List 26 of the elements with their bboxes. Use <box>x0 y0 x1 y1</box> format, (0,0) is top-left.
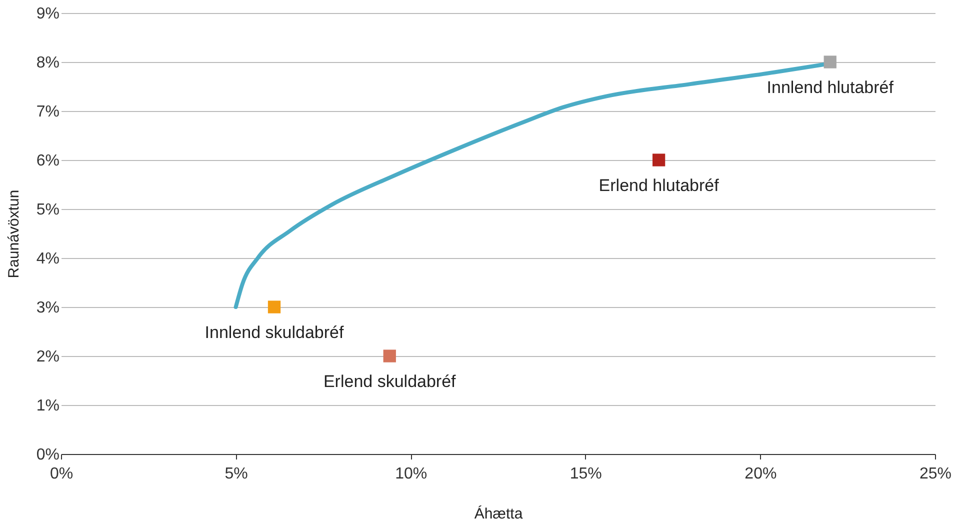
y-axis-title: Raunávöxtun <box>5 190 22 278</box>
series-label: Innlend skuldabréf <box>204 323 344 342</box>
series-label: Erlend hlutabréf <box>598 176 720 195</box>
point <box>652 154 666 166</box>
point <box>824 56 836 68</box>
x-tick-label: 15% <box>570 466 602 482</box>
point <box>383 350 396 362</box>
y-tick-label: 9% <box>36 6 60 22</box>
y-tick-label: 7% <box>36 104 60 120</box>
x-tick-label: 25% <box>919 466 952 482</box>
x-axis-title: Áhætta <box>474 504 524 522</box>
series-label: Innlend hlutabréf <box>766 78 894 97</box>
x-tick-label: 20% <box>744 466 777 482</box>
series-label: Erlend skuldabréf <box>323 372 456 391</box>
y-tick-label: 8% <box>36 54 60 72</box>
point <box>268 300 281 314</box>
y-tick-label: 3% <box>36 300 60 316</box>
y-tick-label: 0% <box>36 446 60 464</box>
x-tick-label: 10% <box>395 466 428 482</box>
x-tick-label: 5% <box>224 466 248 482</box>
y-tick-label: 4% <box>36 250 60 268</box>
y-tick-label: 6% <box>36 152 60 170</box>
y-tick-label: 5% <box>36 202 60 218</box>
y-tick-label: 1% <box>36 398 60 414</box>
x-tick-label: 0% <box>50 466 74 482</box>
y-tick-label: 2% <box>36 348 60 366</box>
